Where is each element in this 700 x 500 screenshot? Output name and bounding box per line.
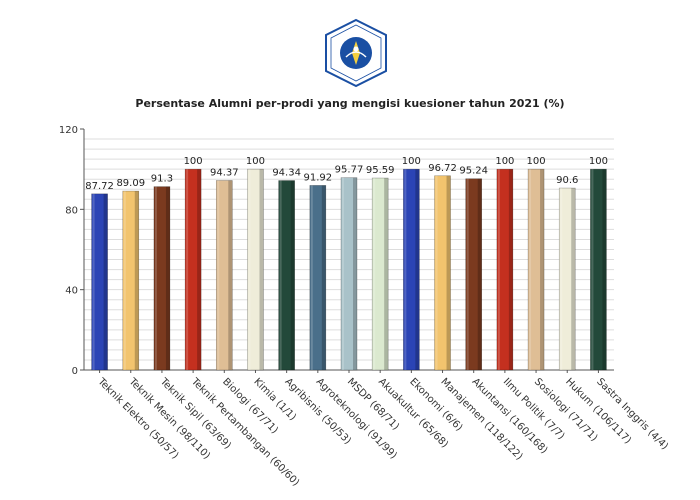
- bar: [215, 180, 233, 371]
- bar: [278, 180, 295, 371]
- bar: [340, 177, 358, 371]
- bar: [153, 186, 171, 371]
- value-label: 100: [402, 156, 421, 167]
- y-tick-label: 80: [65, 205, 78, 216]
- value-label: 89.09: [116, 178, 145, 189]
- bar: [465, 178, 483, 371]
- y-tick-label: 0: [72, 366, 78, 377]
- y-tick-label: 40: [65, 286, 78, 297]
- value-label: 95.24: [459, 166, 488, 177]
- value-label: 91.3: [151, 174, 173, 185]
- value-label: 91.92: [304, 172, 333, 183]
- bar: [527, 168, 545, 371]
- value-label: 96.72: [428, 163, 457, 174]
- bar: [403, 168, 420, 371]
- bar: [309, 185, 327, 371]
- value-label: 100: [246, 156, 265, 167]
- bars: [91, 168, 607, 371]
- bar: [496, 168, 514, 371]
- y-tick-label: 120: [59, 125, 78, 136]
- value-label: 100: [184, 156, 203, 167]
- category-labels: Teknik Elektro (50/57)Teknik Mesin (98/1…: [95, 370, 670, 489]
- value-label: 100: [495, 156, 514, 167]
- bar: [434, 175, 451, 371]
- value-labels: 87.72 89.09 91.3 100 94.37 100 94.34 91.9295.77…: [85, 156, 608, 192]
- value-label: 100: [589, 156, 608, 167]
- value-label: 94.34: [272, 168, 301, 179]
- bar: [558, 187, 576, 371]
- bar: [371, 177, 389, 371]
- value-label: 90.6: [556, 175, 578, 186]
- bar: [247, 168, 264, 371]
- chart-title: Persentase Alumni per-prodi yang mengisi…: [135, 97, 565, 110]
- university-logo: [320, 17, 392, 89]
- value-label: 94.37: [210, 167, 239, 178]
- value-label: 95.77: [335, 165, 364, 176]
- bar: [122, 190, 140, 371]
- bar: [590, 168, 607, 371]
- category-label: Biologi (67/71): [220, 376, 280, 436]
- university-emblem-icon: [325, 18, 387, 88]
- bar: [184, 168, 202, 371]
- value-label: 95.59: [366, 165, 395, 176]
- value-label: 87.72: [85, 181, 114, 192]
- bar: [91, 193, 108, 371]
- value-label: 100: [527, 156, 546, 167]
